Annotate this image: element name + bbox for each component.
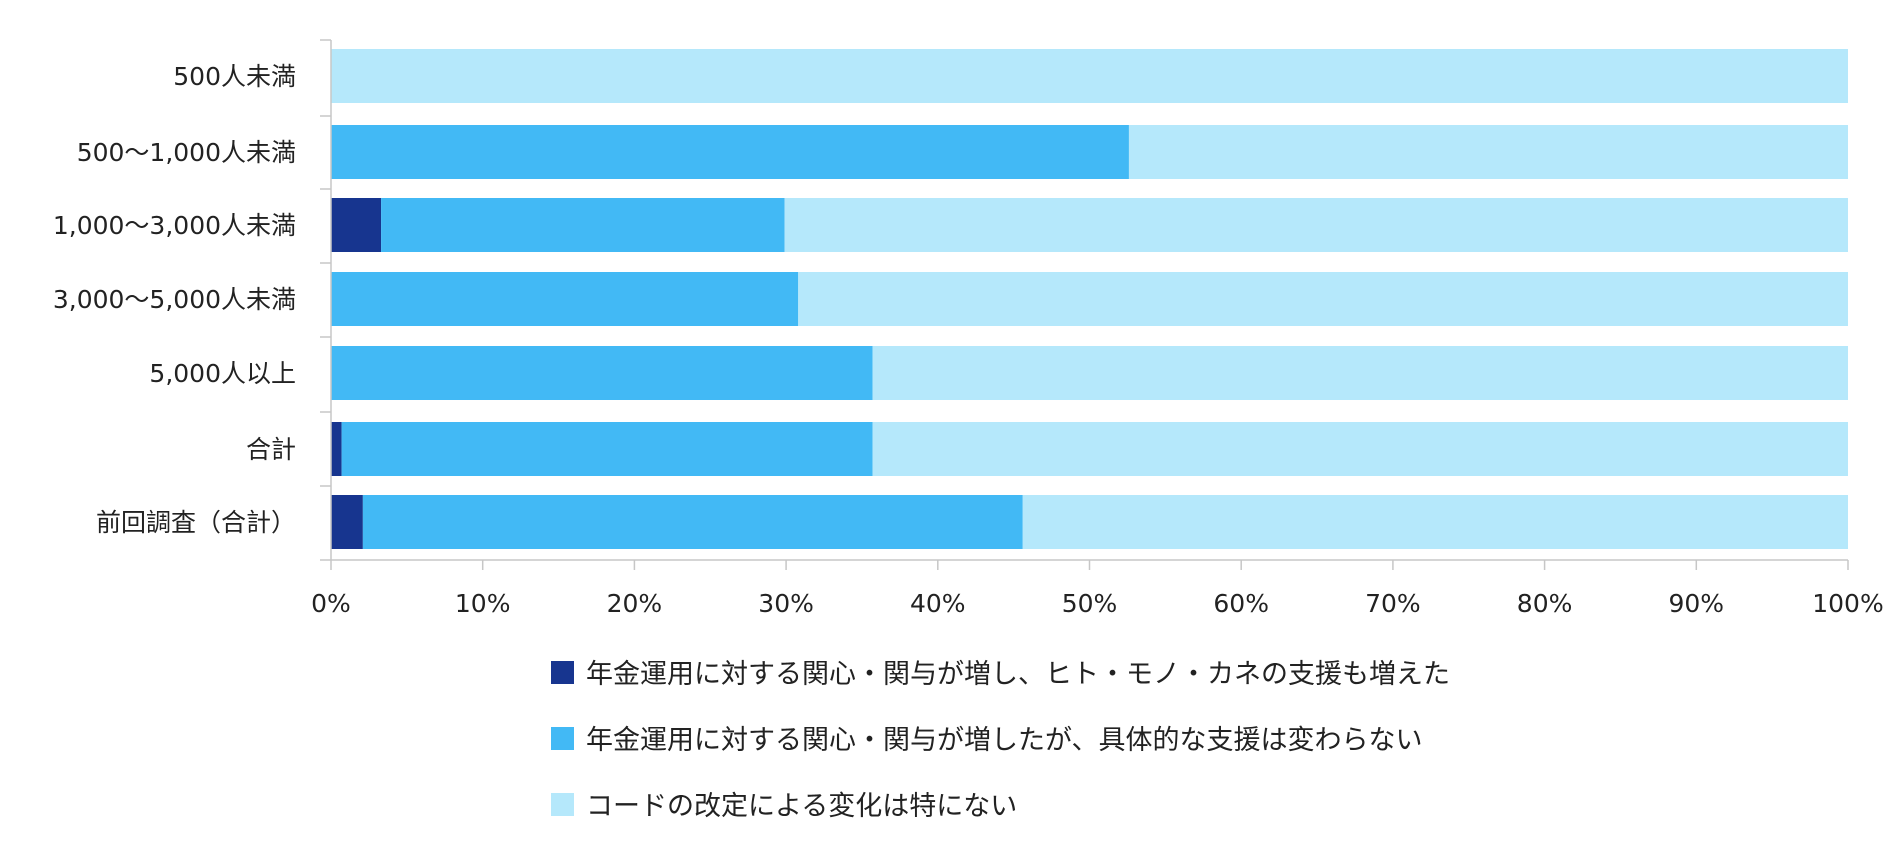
legend: 年金運用に対する関心・関与が増し、ヒト・モノ・カネの支援も増えた年金運用に対する… bbox=[551, 659, 1450, 822]
x-tick-label: 0% bbox=[311, 589, 351, 618]
bar-segment-7-series-2 bbox=[362, 495, 1023, 549]
category-label: 500人未満 bbox=[173, 62, 296, 91]
bar-segment-6-series-2 bbox=[341, 422, 873, 476]
bar-segment-3-series-3 bbox=[784, 198, 1848, 252]
bar-segment-7-series-3 bbox=[1022, 495, 1848, 549]
x-tick-label: 60% bbox=[1213, 589, 1269, 618]
x-tick-label: 70% bbox=[1365, 589, 1421, 618]
x-tick-label: 30% bbox=[758, 589, 814, 618]
bar-segment-6-series-1 bbox=[331, 422, 342, 476]
x-tick-label: 40% bbox=[910, 589, 966, 618]
axes-group bbox=[320, 39, 1849, 570]
legend-swatch-1 bbox=[551, 661, 574, 684]
legend-swatch-3 bbox=[551, 793, 574, 816]
category-label: 500〜1,000人未満 bbox=[77, 138, 296, 167]
bar-segment-6-series-3 bbox=[872, 422, 1848, 476]
bar-segment-4-series-2 bbox=[331, 272, 799, 326]
category-label: 合計 bbox=[246, 435, 296, 464]
x-tick-label: 100% bbox=[1812, 589, 1883, 618]
bar-segment-4-series-3 bbox=[798, 272, 1848, 326]
x-tick-label: 50% bbox=[1062, 589, 1118, 618]
x-tick-label: 80% bbox=[1517, 589, 1573, 618]
bar-segment-3-series-1 bbox=[331, 198, 382, 252]
bar-segment-5-series-3 bbox=[872, 346, 1848, 400]
category-label: 5,000人以上 bbox=[149, 359, 296, 388]
bar-segment-2-series-3 bbox=[1128, 125, 1848, 179]
x-tick-label: 10% bbox=[455, 589, 511, 618]
bar-segment-3-series-2 bbox=[381, 198, 785, 252]
legend-label-1: 年金運用に対する関心・関与が増し、ヒト・モノ・カネの支援も増えた bbox=[586, 659, 1450, 690]
legend-label-2: 年金運用に対する関心・関与が増したが、具体的な支援は変わらない bbox=[586, 725, 1422, 756]
category-label: 前回調査（合計） bbox=[96, 508, 296, 537]
legend-swatch-2 bbox=[551, 727, 574, 750]
bars-group bbox=[331, 49, 1848, 549]
x-tick-label: 20% bbox=[607, 589, 663, 618]
category-labels: 500人未満 500〜1,000人未満 1,000〜3,000人未満 3,000〜5,… bbox=[53, 62, 296, 537]
category-label: 3,000〜5,000人未満 bbox=[53, 285, 296, 314]
bar-segment-2-series-2 bbox=[331, 125, 1129, 179]
bar-segment-1-series-3 bbox=[331, 49, 1848, 103]
x-tick-labels: 0% 10% 20% 30% 40% 50% 60% 70% 80% 90% 100% bbox=[311, 589, 1884, 618]
legend-label-3: コードの改定による変化は特にない bbox=[586, 791, 1017, 822]
bar-segment-5-series-2 bbox=[331, 346, 873, 400]
x-tick-label: 90% bbox=[1669, 589, 1725, 618]
category-label: 1,000〜3,000人未満 bbox=[53, 211, 296, 240]
bar-segment-7-series-1 bbox=[331, 495, 363, 549]
